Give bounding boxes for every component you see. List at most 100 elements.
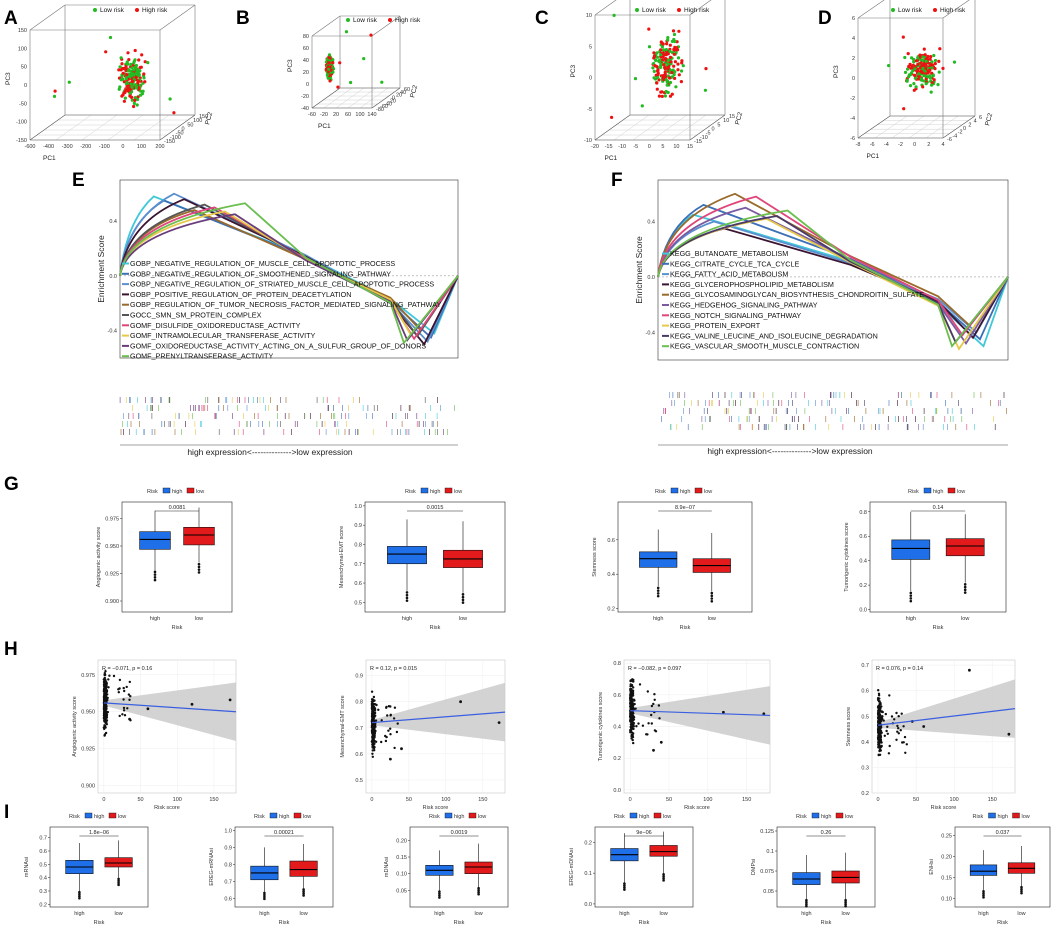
pca-point-high: [680, 61, 684, 65]
pca-point-high: [127, 58, 131, 62]
box-legend-label-low: low: [1022, 814, 1030, 820]
box-x-tick-label: low: [841, 911, 849, 917]
box-y-tick-label: 0.3: [39, 889, 47, 895]
box-legend-swatch-high: [84, 812, 93, 819]
scatter-point: [373, 707, 377, 710]
pca-point-low: [132, 61, 136, 65]
pvalue-label: 0.037: [996, 830, 1010, 836]
box-y-tick-label: 0.7: [224, 879, 232, 885]
pca-point-low: [659, 65, 663, 69]
box-outlier-point: [117, 877, 120, 881]
legend-marker-low: [635, 8, 639, 12]
box-y-tick-label: 0.05: [396, 888, 407, 894]
correlation-stat-label: R = −0.082, p = 0.097: [628, 666, 681, 672]
pca-z-axis-label: PC3: [570, 64, 577, 77]
scatter-point: [657, 704, 661, 707]
confidence-band: [103, 682, 236, 741]
box-outlier-point: [662, 877, 665, 880]
scatter-point: [392, 717, 396, 720]
pca-point-low: [910, 56, 914, 60]
pca-point-high: [143, 80, 147, 84]
pvalue-label: 1.8e−06: [89, 830, 109, 836]
scatter-x-tick-label: 50: [913, 797, 919, 803]
pca-point-high: [672, 64, 676, 68]
pca-point-high: [664, 57, 668, 61]
trend-line: [371, 711, 506, 724]
scatter-point: [104, 689, 108, 693]
box-legend-title: Risk: [254, 814, 265, 820]
scatter-outlier-point: [722, 710, 725, 714]
box-legend-title: Risk: [429, 814, 440, 820]
scatter-point: [372, 695, 376, 699]
pca-point-high: [676, 48, 680, 52]
pca-point-high: [668, 43, 672, 47]
pca-outlier-point: [887, 64, 891, 68]
pca-y-axis-label: PC2: [734, 111, 744, 125]
pca-point-high: [133, 48, 137, 53]
pca-box-edge: [159, 114, 196, 141]
box-y-tick-label: 0.2: [39, 902, 47, 908]
pca-point-low: [136, 67, 140, 71]
scatter-point: [122, 686, 125, 690]
scatter-point: [897, 715, 900, 718]
box-outlier-point: [963, 583, 967, 586]
panel-label-i: I: [4, 802, 9, 823]
pca-point-low: [660, 45, 665, 49]
pca-point-high: [143, 60, 147, 64]
pca-outlier-point: [952, 60, 957, 64]
pca-box-edge: [857, 115, 891, 139]
pvalue-label: 8.9e−07: [675, 505, 695, 511]
pca-point-high: [121, 66, 125, 71]
scatter-point: [880, 705, 883, 708]
pca-point-high: [673, 60, 678, 64]
pca-point-low: [124, 77, 128, 81]
scatter-point: [122, 706, 126, 710]
pca-point-low: [663, 94, 668, 98]
box-y-tick-label: 0.9: [224, 845, 232, 851]
box-legend-label-low: low: [845, 814, 853, 820]
box-outlier-point: [461, 593, 465, 596]
box-legend-swatch-high: [923, 487, 932, 494]
pca-y-tick-label: 100: [193, 118, 202, 124]
box-y-tick-label: 0.7: [39, 836, 47, 842]
pca-box-edge: [29, 114, 66, 141]
box-outlier-point: [197, 568, 201, 571]
box-y-tick-label: 0.075: [760, 869, 774, 875]
scatter-point: [122, 709, 126, 712]
box-outlier-point: [197, 562, 201, 566]
box-outlier-point: [982, 896, 985, 899]
scatter-point: [103, 709, 106, 712]
box-y-axis-label: EREG-mDNAsi: [569, 848, 575, 886]
pca-point-low: [125, 81, 129, 85]
gsea-curve-7: [657, 195, 1009, 337]
pca-grid-line: [651, 114, 688, 141]
scatter-x-tick-label: 150: [478, 797, 487, 803]
box-x-tick-label: high: [150, 616, 160, 622]
scatter-point: [630, 735, 633, 738]
pca-point-low: [659, 62, 663, 67]
scatter-point: [126, 707, 129, 710]
scatter-point: [371, 702, 374, 705]
pca-point-low: [919, 77, 923, 81]
pca-point-high: [327, 61, 331, 65]
scatter-point: [385, 735, 388, 739]
pca-box-edge: [29, 4, 66, 31]
pca-point-low: [903, 55, 907, 60]
pca-grid-line: [874, 115, 908, 139]
box-outlier-point: [477, 886, 480, 890]
box-outlier-point: [1020, 889, 1023, 893]
pca-point-high: [921, 71, 925, 75]
scatter-x-tick-label: 0: [102, 797, 105, 803]
box-y-axis-label: DMPsi: [751, 859, 757, 875]
pca-z-tick-label: -2: [850, 96, 855, 102]
box-frame: [869, 501, 1007, 613]
pca-point-high: [655, 65, 659, 69]
box-legend-title: Risk: [655, 489, 666, 495]
legend-label-high: High risk: [142, 7, 168, 14]
gsea-legend-term: KEGG_FATTY_ACID_METABOLISM: [670, 270, 788, 279]
gsea-y-axis-label: Enrichment Score: [96, 235, 106, 303]
box-outlier-point: [710, 594, 714, 598]
panel-label-c: C: [535, 8, 549, 29]
box-outlier-point: [963, 585, 967, 589]
scatter-y-tick-label: 0.0: [613, 788, 621, 794]
